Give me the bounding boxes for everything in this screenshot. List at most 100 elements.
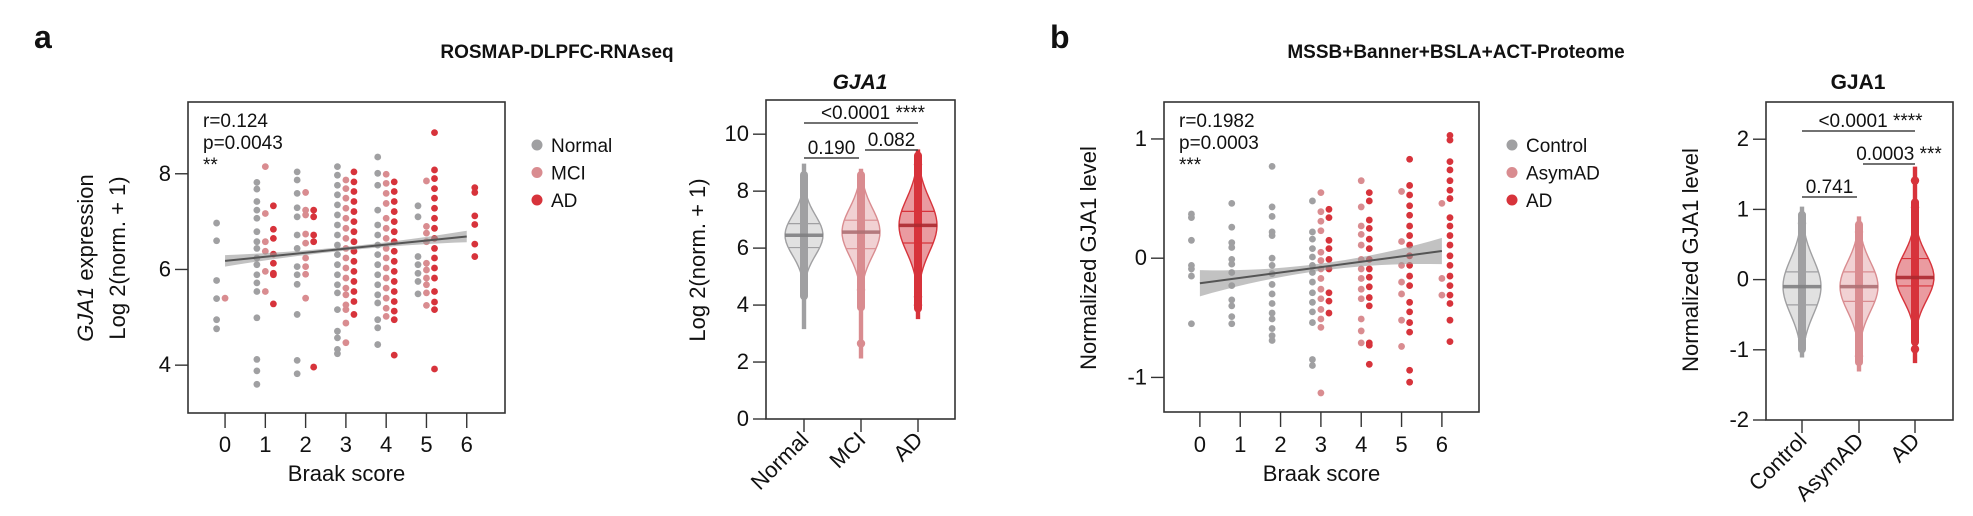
- data-point-asymad: [1357, 327, 1365, 335]
- data-point-ad: [390, 351, 398, 359]
- data-point-mci: [342, 264, 350, 272]
- data-point-asymad: [1398, 188, 1405, 195]
- data-point-ad: [350, 228, 358, 236]
- data-point-ad: [1446, 177, 1454, 185]
- data-point-asymad: [1357, 285, 1365, 293]
- data-point-mci: [342, 339, 350, 347]
- data-point-ad: [1365, 224, 1373, 232]
- data-point-normal: [253, 238, 261, 246]
- data-point-normal: [414, 253, 422, 260]
- data-point-control: [1268, 232, 1276, 239]
- data-point-ad: [1406, 182, 1414, 189]
- y-tick-label: 6: [159, 256, 171, 281]
- data-point-control: [1309, 235, 1316, 243]
- data-point-ad: [1325, 289, 1333, 297]
- data-point-normal: [293, 189, 301, 197]
- data-point-normal: [253, 198, 261, 205]
- comparison-p-value: 0.741: [1806, 177, 1854, 198]
- legend-marker: [531, 139, 543, 151]
- data-point-ad: [1446, 186, 1454, 194]
- data-point-control: [1309, 245, 1316, 253]
- data-point-normal: [334, 201, 341, 209]
- data-point-asymad: [1317, 248, 1325, 256]
- data-point-mci: [302, 189, 310, 196]
- data-point-ad: [1365, 360, 1373, 368]
- data-point-control: [1188, 265, 1195, 273]
- data-point-mci: [342, 176, 350, 184]
- data-point-ad: [1406, 378, 1414, 386]
- comparison-p-value: <0.0001 ****: [1818, 111, 1923, 132]
- data-point-asymad: [1438, 275, 1446, 282]
- data-point-asymad: [1317, 306, 1325, 313]
- data-point-mci: [221, 294, 229, 302]
- data-point-normal: [334, 306, 341, 314]
- data-point-asymad: [1357, 222, 1365, 230]
- data-point-normal: [253, 271, 261, 279]
- data-point-ad: [350, 198, 358, 205]
- data-point-normal: [293, 204, 301, 212]
- legend-marker: [1506, 194, 1518, 206]
- data-point-ad: [1406, 328, 1414, 336]
- data-point-ad: [1365, 294, 1373, 301]
- x-tick-label: 1: [1234, 432, 1246, 457]
- data-point-normal: [213, 277, 220, 284]
- data-point-ad: [1365, 189, 1373, 197]
- data-point-control: [1309, 362, 1316, 369]
- data-point-ad: [350, 188, 358, 195]
- data-point-normal: [334, 271, 341, 279]
- regression-line: [224, 235, 467, 262]
- data-point-normal: [293, 263, 301, 270]
- legend-entry: AsymAD: [1526, 164, 1600, 185]
- x-tick-label: 4: [1355, 432, 1367, 457]
- data-point: [1910, 176, 1920, 185]
- x-tick-label: 4: [380, 432, 392, 457]
- y-tick-label: -1: [1127, 364, 1147, 389]
- data-point-normal: [293, 271, 301, 279]
- data-point-normal: [374, 231, 382, 239]
- data-point-normal: [374, 291, 382, 299]
- legend-entry: AD: [551, 191, 577, 212]
- data-point-mci: [342, 254, 350, 262]
- x-axis-label: Braak score: [1263, 461, 1380, 486]
- legend-marker: [531, 167, 543, 178]
- x-tick-label: 6: [461, 432, 473, 457]
- y-axis-label: GJA1 expression: [73, 174, 98, 342]
- data-point-asymad: [1317, 315, 1325, 323]
- data-point-normal: [414, 202, 422, 210]
- data-point-ad: [431, 204, 438, 212]
- stat-annotation: p=0.0043: [203, 133, 283, 154]
- data-point-mci: [302, 211, 310, 219]
- data-point-control: [1309, 253, 1316, 261]
- data-point-normal: [374, 206, 382, 214]
- x-tick-label: 1: [259, 432, 271, 457]
- data-point-mci: [261, 238, 269, 246]
- data-point-normal: [334, 221, 341, 229]
- panel-a-label: a: [34, 19, 52, 55]
- legend-marker: [1506, 167, 1518, 178]
- data-point-ad: [1446, 252, 1454, 260]
- data-point-normal: [374, 316, 382, 324]
- stat-annotation: r=0.1982: [1179, 111, 1255, 132]
- data-point-normal: [213, 295, 220, 303]
- data-point-ad: [350, 178, 358, 186]
- data-point-ad: [431, 298, 438, 306]
- data-point-asymad: [1357, 339, 1365, 347]
- data-point-asymad: [1357, 177, 1365, 185]
- data-point-normal: [253, 367, 261, 375]
- data-points-column: [1798, 210, 1806, 354]
- data-point-asymad: [1317, 189, 1325, 197]
- data-point-normal: [334, 163, 341, 170]
- data-point-normal: [293, 168, 301, 176]
- y-tick-label: 0: [1737, 267, 1749, 292]
- legend-entry: MCI: [551, 164, 586, 185]
- data-point-ad: [269, 234, 277, 242]
- data-point-normal: [293, 176, 301, 184]
- data-point-normal: [374, 169, 382, 177]
- data-point-ad: [350, 257, 358, 265]
- data-point-ad: [431, 365, 438, 373]
- data-point-ad: [310, 206, 318, 214]
- data-point-ad: [390, 188, 398, 195]
- data-point-asymad: [1398, 316, 1405, 324]
- data-point-mci: [342, 194, 350, 202]
